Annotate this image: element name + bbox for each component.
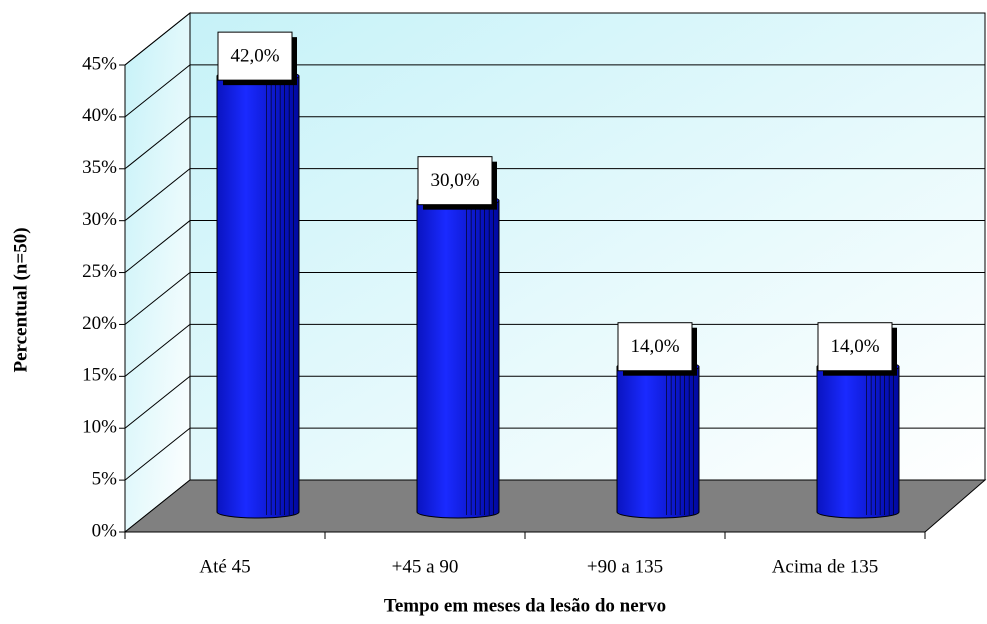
y-tick-label: 20% (82, 313, 117, 334)
label-box (817, 322, 893, 372)
grid-line (124, 168, 985, 222)
x-tick-label: +90 a 135 (587, 556, 663, 577)
y-tick-label: 15% (82, 365, 117, 386)
bar-body (816, 366, 900, 519)
bar-body (416, 200, 500, 519)
y-tick-label: 45% (82, 53, 117, 74)
x-tick-label: +45 a 90 (392, 556, 459, 577)
y-tick-label: 30% (82, 209, 117, 230)
label-box (617, 322, 693, 372)
y-tick-label: 25% (82, 261, 117, 282)
grid-line (124, 323, 985, 377)
x-axis-title: Tempo em meses da lesão do nervo (384, 595, 666, 616)
bar (816, 360, 900, 519)
value-label: 14,0% (830, 336, 879, 357)
bar (216, 69, 300, 519)
grid-line (124, 427, 985, 481)
x-tick-label: Até 45 (199, 556, 250, 577)
grid-line (124, 220, 985, 273)
bar (416, 194, 500, 519)
bar (616, 360, 700, 519)
label-box (217, 31, 293, 81)
label-box (417, 156, 493, 206)
grid-line (124, 116, 985, 170)
grid-line (124, 64, 985, 118)
value-label: 42,0% (230, 45, 279, 66)
bar-body (216, 75, 300, 519)
value-label: 14,0% (630, 336, 679, 357)
bar-body (616, 366, 700, 519)
y-tick-label: 40% (82, 105, 117, 126)
grid-line (124, 375, 985, 429)
y-tick-label: 35% (82, 157, 117, 178)
y-axis-title: Percentual (n=50) (10, 227, 31, 372)
y-tick-label: 10% (82, 417, 117, 438)
y-tick-label: 0% (92, 520, 118, 541)
grid-line (124, 12, 985, 66)
grid-line (124, 271, 985, 325)
y-tick-label: 5% (92, 468, 118, 489)
x-tick-label: Acima de 135 (772, 556, 879, 577)
value-label: 30,0% (430, 170, 479, 191)
